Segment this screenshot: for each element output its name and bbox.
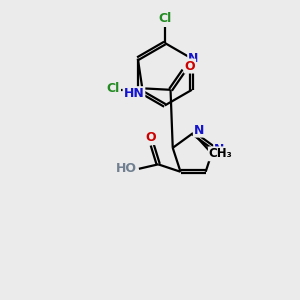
Text: Cl: Cl (158, 12, 172, 25)
Text: N: N (188, 52, 199, 65)
Text: CH₃: CH₃ (209, 147, 232, 161)
Text: N: N (194, 124, 204, 136)
Text: HO: HO (116, 162, 137, 175)
Text: N: N (214, 143, 225, 156)
Text: O: O (146, 131, 156, 144)
Text: O: O (184, 59, 195, 73)
Text: HN: HN (124, 87, 144, 100)
Text: Cl: Cl (106, 82, 120, 95)
